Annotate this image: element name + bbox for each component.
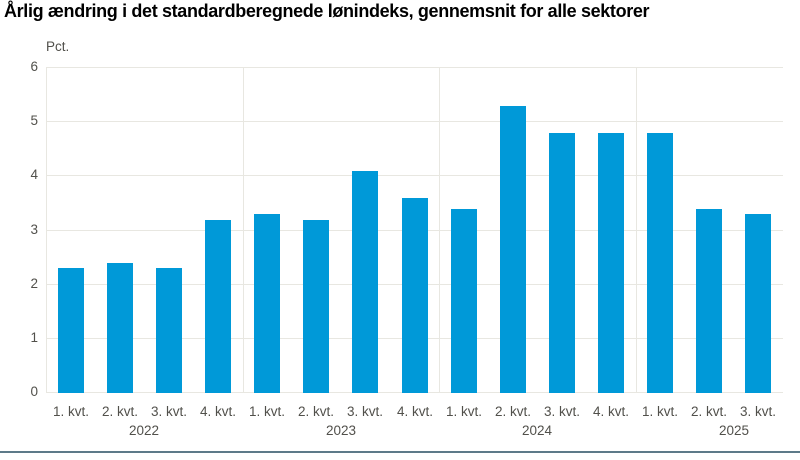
x-tick-label-8: 4. kvt. [396, 404, 433, 419]
bar-14 [696, 209, 722, 393]
y-tick-label-6: 6 [30, 59, 38, 74]
x-tick-label-5: 1. kvt. [248, 404, 285, 419]
x-tick-label-9: 1. kvt. [445, 404, 482, 419]
y-tick-label-4: 4 [30, 167, 38, 182]
y-tick-label-2: 2 [30, 276, 38, 291]
bottom-divider [0, 451, 800, 453]
y-axis-line [46, 68, 47, 393]
year-label-2023: 2023 [325, 423, 357, 438]
bar-6 [303, 220, 329, 393]
bar-2 [107, 263, 133, 393]
x-tick-label-13: 1. kvt. [641, 404, 678, 419]
chart-title: Årlig ændring i det standardberegnede lø… [4, 1, 650, 21]
gridline-5 [46, 121, 783, 122]
y-tick-label-5: 5 [30, 113, 38, 128]
y-tick-label-0: 0 [30, 384, 38, 399]
bar-5 [254, 214, 280, 393]
year-separator-2022 [243, 68, 244, 393]
bar-13 [647, 133, 673, 393]
x-tick-label-12: 4. kvt. [592, 404, 629, 419]
x-tick-label-2: 2. kvt. [101, 404, 138, 419]
y-axis-unit-label: Pct. [46, 39, 70, 54]
x-tick-label-1: 1. kvt. [52, 404, 89, 419]
y-tick-label-3: 3 [30, 222, 38, 237]
bar-7 [352, 171, 378, 393]
bar-15 [745, 214, 771, 393]
bar-1 [58, 268, 84, 393]
x-tick-label-14: 2. kvt. [690, 404, 727, 419]
year-label-2022: 2022 [128, 423, 160, 438]
bar-11 [549, 133, 575, 393]
y-tick-label-1: 1 [30, 330, 38, 345]
x-tick-label-4: 4. kvt. [199, 404, 236, 419]
year-separator-2024 [636, 68, 637, 393]
year-label-2025: 2025 [718, 423, 750, 438]
bar-12 [598, 133, 624, 393]
bar-10 [500, 106, 526, 393]
x-tick-label-15: 3. kvt. [739, 404, 776, 419]
gridline-4 [46, 175, 783, 176]
bar-9 [451, 209, 477, 393]
x-tick-label-3: 3. kvt. [150, 404, 187, 419]
x-tick-label-11: 3. kvt. [543, 404, 580, 419]
x-tick-label-6: 2. kvt. [297, 404, 334, 419]
year-label-2024: 2024 [521, 423, 553, 438]
gridline-6 [46, 67, 783, 68]
year-separator-2023 [439, 68, 440, 393]
x-tick-label-7: 3. kvt. [346, 404, 383, 419]
bar-4 [205, 220, 231, 393]
bar-3 [156, 268, 182, 393]
bar-8 [402, 198, 428, 393]
x-tick-label-10: 2. kvt. [494, 404, 531, 419]
